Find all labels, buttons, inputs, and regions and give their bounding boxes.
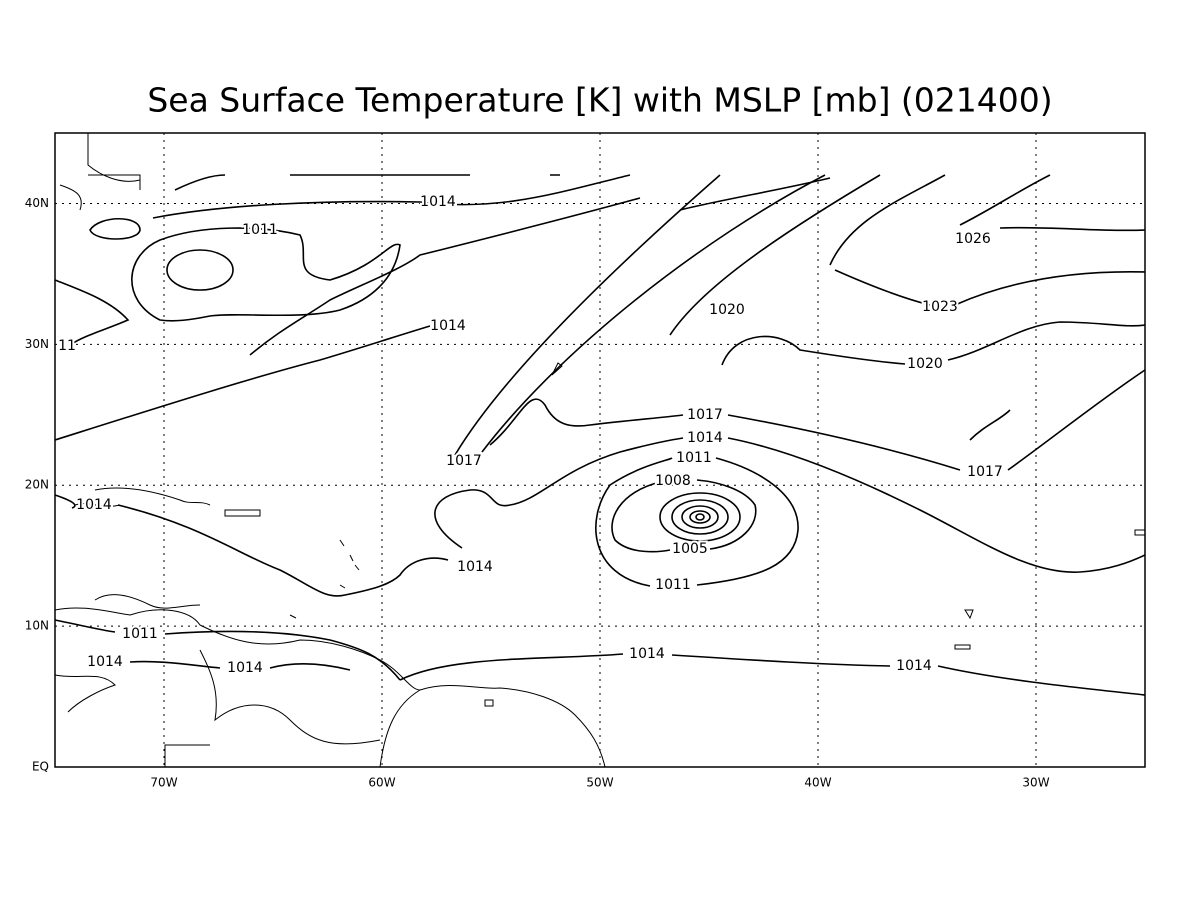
y-tick-label: 40N	[25, 196, 49, 210]
coastline	[199, 649, 381, 745]
contour	[54, 619, 401, 681]
coastline	[74, 487, 211, 507]
contour-label: 1014	[87, 654, 123, 670]
contour	[489, 369, 1146, 471]
contour	[959, 174, 1146, 232]
contour-label: 11	[58, 338, 76, 354]
coastline	[54, 674, 116, 713]
coastline	[379, 685, 606, 768]
contour-label: 1014	[76, 497, 112, 513]
contour	[481, 174, 826, 453]
x-tick-label: 50W	[586, 776, 613, 790]
contour-label: 1011	[242, 222, 278, 238]
contour-label: 1008	[655, 473, 691, 489]
contour-label: 1026	[955, 231, 991, 247]
contour	[695, 513, 705, 521]
contour	[689, 510, 711, 524]
contour	[54, 197, 641, 441]
contour-label: 1020	[907, 356, 943, 372]
contour	[54, 494, 449, 597]
title: Sea Surface Temperature [K] with MSLP [m…	[147, 81, 1052, 120]
contour	[829, 174, 946, 266]
contour	[671, 499, 729, 535]
x-tick-label: 60W	[368, 776, 395, 790]
contour	[54, 279, 130, 346]
contour-label: 1023	[922, 299, 958, 315]
x-tick-label: 70W	[150, 776, 177, 790]
contour-label: 1014	[430, 318, 466, 334]
contour-label: 1020	[709, 302, 745, 318]
contour-label: 1014	[896, 658, 932, 674]
x-tick-label: 30W	[1022, 776, 1049, 790]
mslp-contours	[54, 174, 1146, 696]
contour	[834, 269, 1146, 306]
contour	[131, 227, 401, 322]
contour-label: 1014	[687, 430, 723, 446]
contour-label: 1017	[687, 407, 723, 423]
contour	[611, 479, 757, 553]
contour-label: 1011	[676, 450, 712, 466]
contour-label: 1017	[446, 453, 482, 469]
contour-label: 1017	[967, 464, 1003, 480]
coastline	[59, 133, 141, 211]
contour	[669, 174, 881, 336]
map-frame	[54, 132, 1146, 768]
contour-label: 1011	[655, 577, 691, 593]
contour	[595, 457, 799, 587]
y-tick-label: EQ	[32, 760, 49, 774]
contour-label: 1005	[672, 541, 708, 557]
contour	[454, 174, 721, 456]
contour-labels: 1014 1011 1014 1020 1026 1023 1020 1017 1014 1017…	[56, 192, 1005, 678]
contour-label: 1014	[457, 559, 493, 575]
contour-label: 1011	[122, 626, 158, 642]
contour	[681, 505, 719, 529]
y-tick-label: 20N	[25, 478, 49, 492]
contour	[434, 437, 1146, 573]
contour-label: 1014	[629, 646, 665, 662]
contour	[152, 174, 631, 219]
y-tick-label: 10N	[25, 619, 49, 633]
coastline	[94, 509, 261, 609]
contour-label: 1014	[227, 660, 263, 676]
contour	[399, 653, 1146, 696]
x-tick-label: 40W	[804, 776, 831, 790]
contour	[166, 249, 234, 291]
contour	[721, 321, 1146, 366]
contour	[659, 492, 741, 542]
contour	[174, 174, 226, 191]
contour-label: 1014	[420, 194, 456, 210]
contour	[89, 218, 141, 240]
y-tick-label: 30N	[25, 337, 49, 351]
coastline	[164, 744, 210, 767]
